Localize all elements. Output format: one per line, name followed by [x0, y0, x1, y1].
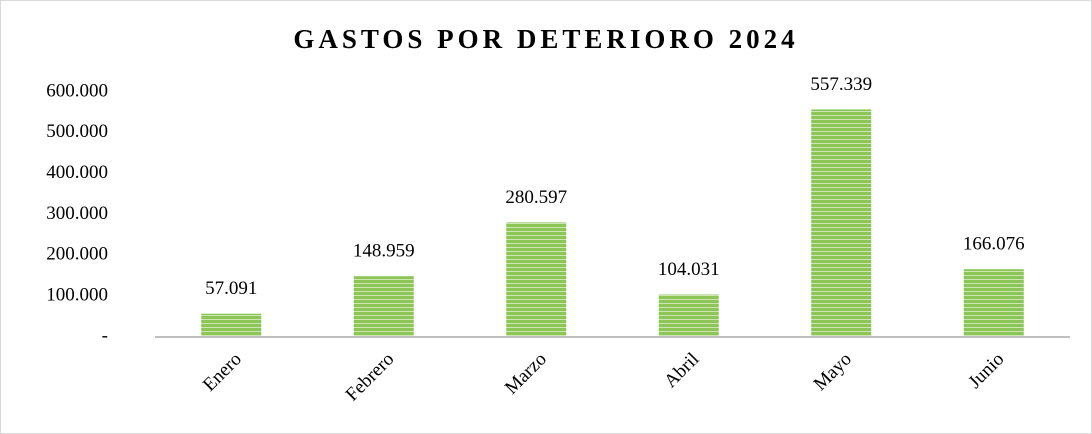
y-tick-label: 500.000: [46, 121, 108, 142]
y-tick-label: 300.000: [46, 203, 108, 224]
bar: [353, 276, 414, 337]
bar: [506, 222, 567, 337]
data-label: 57.091: [205, 278, 257, 299]
data-label: 280.597: [505, 187, 567, 208]
chart-title: GASTOS POR DETERIORO 2024: [293, 24, 798, 54]
y-tick-label: 400.000: [46, 162, 108, 183]
data-label: 148.959: [353, 241, 415, 262]
y-tick-label: 200.000: [46, 244, 108, 265]
y-tick-label: 100.000: [46, 285, 108, 306]
bar: [963, 269, 1024, 337]
y-tick-label: 600.000: [46, 80, 108, 101]
y-tick-label: -: [102, 325, 108, 346]
data-label: 104.031: [658, 259, 720, 280]
data-label: 166.076: [963, 234, 1025, 255]
bar: [201, 313, 262, 337]
bar: [811, 109, 872, 337]
bar: [658, 294, 719, 337]
data-label: 557.339: [810, 74, 872, 95]
